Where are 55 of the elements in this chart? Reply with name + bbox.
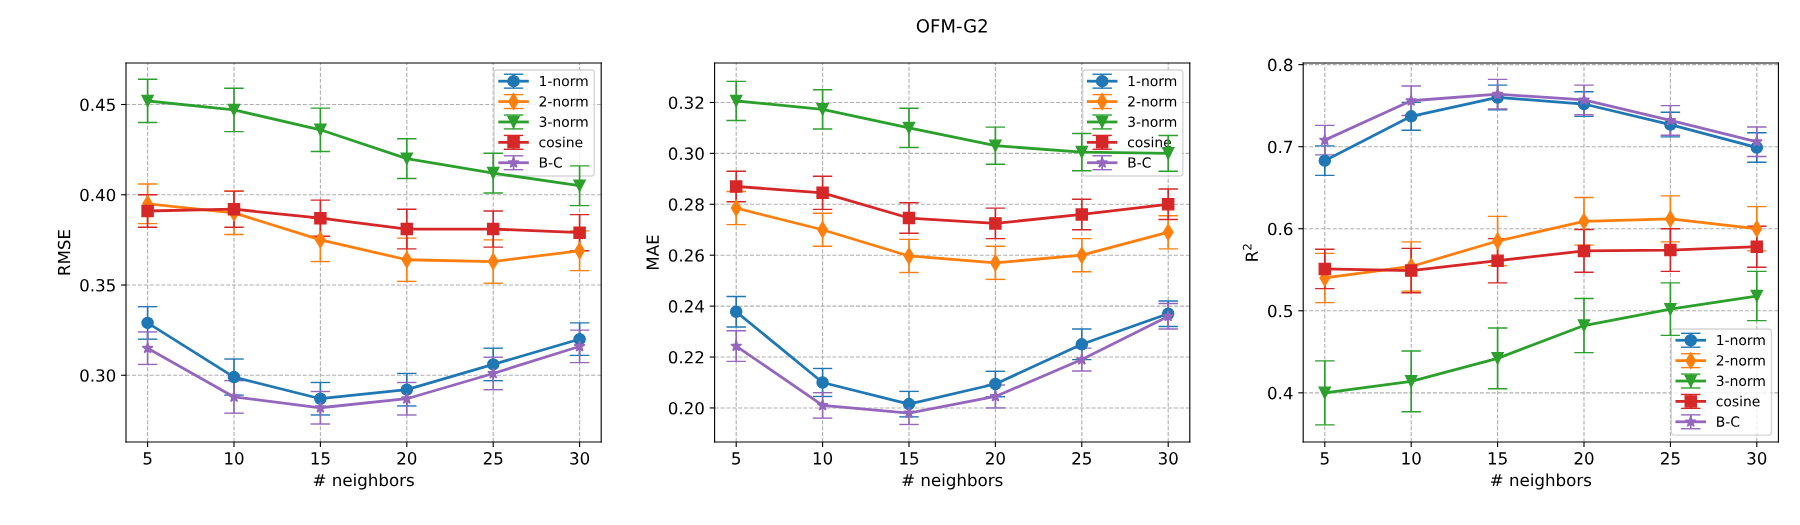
x-tick-label: 5 [1320, 452, 1329, 465]
y-tick-label: 0.30 [668, 147, 704, 160]
legend-label: 1-norm [1128, 75, 1177, 87]
y-tick-label: 0.22 [668, 350, 704, 364]
x-tick-label: 25 [1072, 452, 1091, 465]
x-tick-label: 30 [1747, 452, 1767, 465]
y-tick-label: 0.24 [668, 300, 704, 313]
legend-label: cosine [1716, 395, 1760, 407]
y-tick-label: 0.32 [668, 96, 704, 110]
x-tick-label: 5 [732, 452, 741, 465]
legend-label: 2-norm [539, 96, 588, 107]
y-tick-label: 0.7 [1268, 140, 1293, 154]
y-tick-label: 0.40 [80, 188, 116, 202]
legend-label: cosine [539, 136, 583, 148]
legend-label: 3-norm [1716, 375, 1765, 387]
x-tick-label: 15 [900, 452, 919, 465]
x-tick-label: 25 [1661, 452, 1680, 465]
y-tick-label: 0.35 [80, 278, 115, 292]
legend-label: 2-norm [1128, 96, 1177, 107]
x-tick-label: 20 [1574, 452, 1594, 465]
x-tick-label: 30 [1158, 452, 1178, 465]
y-tick-label: 0.8 [1268, 58, 1293, 72]
legend-label: 1-norm [1717, 334, 1765, 346]
y-tick-label: 0.6 [1268, 222, 1293, 236]
y-tick-label: 0.20 [668, 401, 704, 415]
x-tick-label: 15 [311, 452, 330, 465]
legend-label: B-C [539, 157, 563, 168]
legend-label: 1-norm [540, 75, 588, 87]
y-tick-label: 0.45 [80, 98, 115, 112]
y-axis-title: RMSE [57, 230, 71, 275]
x-axis-title: # neighbors [1491, 473, 1592, 490]
legend-label: 2-norm [1716, 355, 1765, 366]
y-tick-label: 0.30 [80, 369, 116, 382]
x-tick-label: 20 [986, 452, 1005, 465]
legend-label: 3-norm [539, 116, 588, 128]
x-tick-label: 10 [813, 452, 833, 465]
y-tick-label: 0.4 [1268, 386, 1293, 400]
legend-label: B-C [1717, 416, 1740, 427]
x-tick-label: 10 [225, 452, 244, 465]
chart-title: OFM-G2 [916, 19, 987, 33]
y-axis-title: MAE [646, 235, 659, 270]
x-tick-label: 20 [397, 452, 417, 465]
y-tick-label: 0.28 [668, 198, 704, 211]
y-tick-label: 0.26 [668, 249, 704, 262]
x-axis-title: # neighbors [902, 473, 1003, 490]
x-tick-label: 25 [483, 452, 503, 465]
y-tick-label: 0.5 [1268, 304, 1293, 318]
y-axis-title: R$^{2}$ [1242, 244, 1258, 261]
x-tick-label: 5 [143, 452, 152, 465]
x-tick-label: 15 [1488, 452, 1507, 465]
legend-label: B-C [1128, 157, 1151, 168]
legend-label: 3-norm [1128, 116, 1177, 128]
x-tick-label: 10 [1402, 452, 1421, 465]
x-tick-label: 30 [570, 452, 590, 465]
x-axis-title: # neighbors [313, 473, 414, 490]
